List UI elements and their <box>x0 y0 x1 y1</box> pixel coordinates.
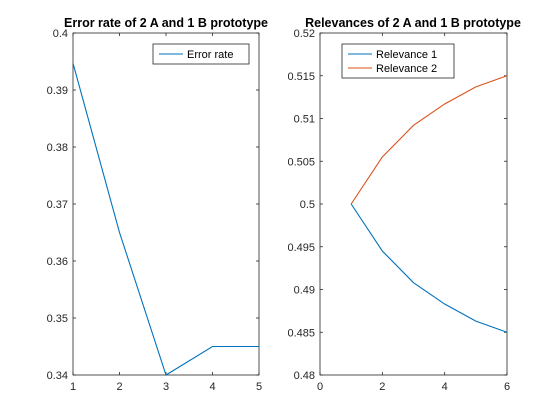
series-line-2 <box>350 75 508 205</box>
y-tick-label: 0.51 <box>294 114 315 126</box>
x-tick-label: 3 <box>163 381 169 393</box>
legend: Error rate <box>152 43 250 65</box>
x-tick-label: 1 <box>70 381 76 393</box>
legend-label: Relevance 1 <box>376 49 437 61</box>
relevances-panel: Relevances of 2 A and 1 B prototype 0 2 4 6… <box>287 16 520 393</box>
legend-label: Error rate <box>187 49 233 61</box>
x-tick-label: 5 <box>256 381 262 393</box>
y-tick-label: 0.48 <box>294 370 315 382</box>
x-tick-label: 0 <box>317 381 323 393</box>
y-tick-label: 0.49 <box>294 285 315 297</box>
y-tick-label: 0.4 <box>53 28 68 40</box>
y-tick-label: 0.505 <box>287 156 315 168</box>
y-tick-label: 0.495 <box>287 242 315 254</box>
error-rate-panel: Error rate of 2 A and 1 B prototype 1 2 3 4… <box>47 16 268 393</box>
x-tick-label: 6 <box>504 381 510 393</box>
x-tick-label: 4 <box>442 381 448 393</box>
y-tick-label: 0.515 <box>287 71 315 83</box>
y-tick-label: 0.39 <box>47 85 68 97</box>
y-tick-label: 0.5 <box>300 199 315 211</box>
legend: Relevance 1 Relevance 2 <box>341 43 455 79</box>
y-tick-label: 0.485 <box>287 327 315 339</box>
chart-title: Error rate of 2 A and 1 B prototype <box>64 16 268 30</box>
x-tick-label: 2 <box>379 381 385 393</box>
y-tick-label: 0.34 <box>47 370 68 382</box>
y-tick-label: 0.38 <box>47 142 68 154</box>
y-tick-label: 0.35 <box>47 313 68 325</box>
series-line-1 <box>350 203 508 333</box>
x-tick-label: 2 <box>116 381 122 393</box>
legend-label: Relevance 2 <box>376 63 437 75</box>
y-tick-label: 0.52 <box>294 28 315 40</box>
legend-box <box>341 43 455 79</box>
y-tick-label: 0.36 <box>47 256 68 268</box>
x-tick-label: 4 <box>209 381 215 393</box>
chart-title: Relevances of 2 A and 1 B prototype <box>305 16 521 30</box>
legend-box <box>152 43 250 65</box>
y-tick-label: 0.37 <box>47 199 68 211</box>
